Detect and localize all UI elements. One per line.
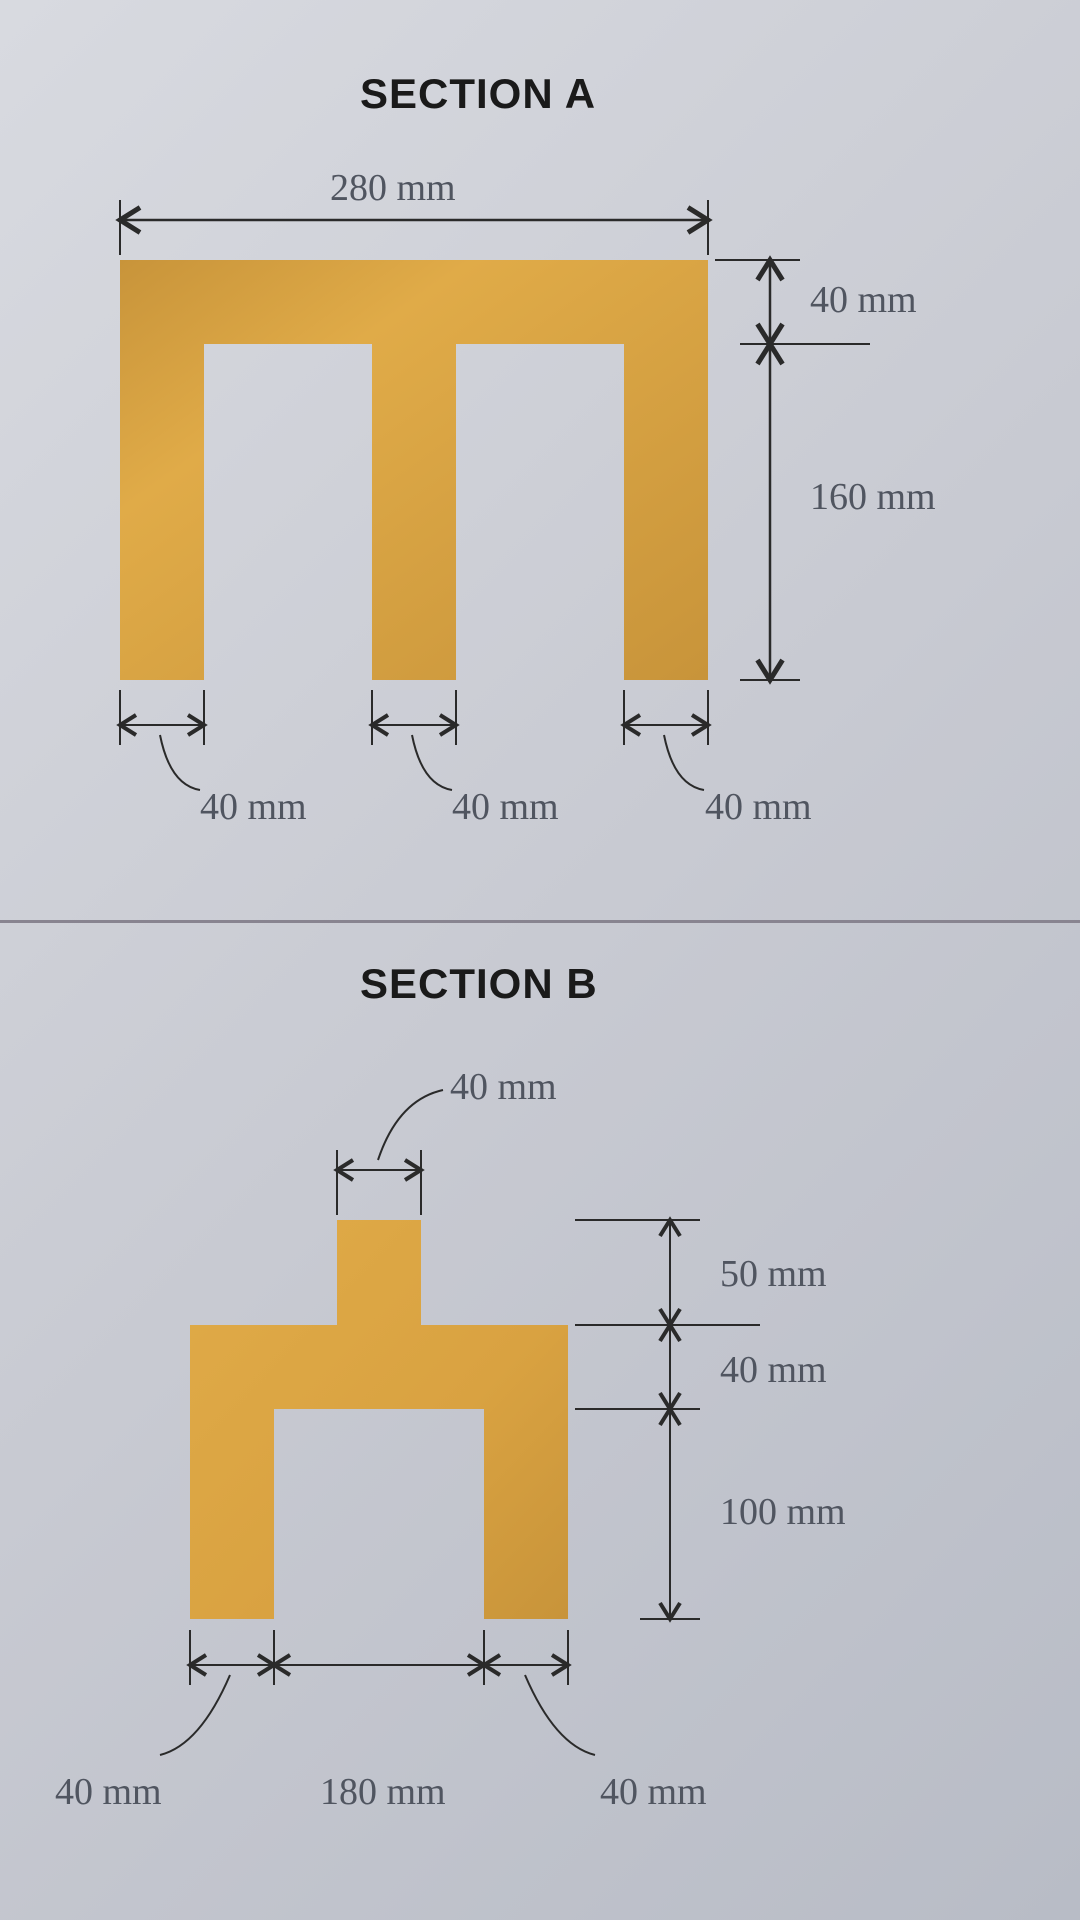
dim-b-leg2-w: 40 mm [600, 1770, 707, 1814]
dim-a-leg1-w: 40 mm [200, 785, 307, 829]
dim-b-stem-h: 50 mm [720, 1252, 827, 1296]
dim-a-leg3-w: 40 mm [705, 785, 812, 829]
dim-a-top-h: 40 mm [810, 278, 917, 322]
dim-a-top-width: 280 mm [330, 166, 456, 210]
section-b-shape [190, 1220, 568, 1619]
dim-a-leg-h: 160 mm [810, 475, 936, 519]
dim-a-leg2-w: 40 mm [452, 785, 559, 829]
dim-b-bar-inner: 180 mm [320, 1770, 446, 1814]
dim-b-leg-h: 100 mm [720, 1490, 846, 1534]
dim-b-leg1-w: 40 mm [55, 1770, 162, 1814]
section-a-diagram [0, 0, 1080, 900]
dim-b-bar-h: 40 mm [720, 1348, 827, 1392]
section-a-shape [120, 260, 708, 680]
dim-b-stem-w: 40 mm [450, 1065, 557, 1109]
